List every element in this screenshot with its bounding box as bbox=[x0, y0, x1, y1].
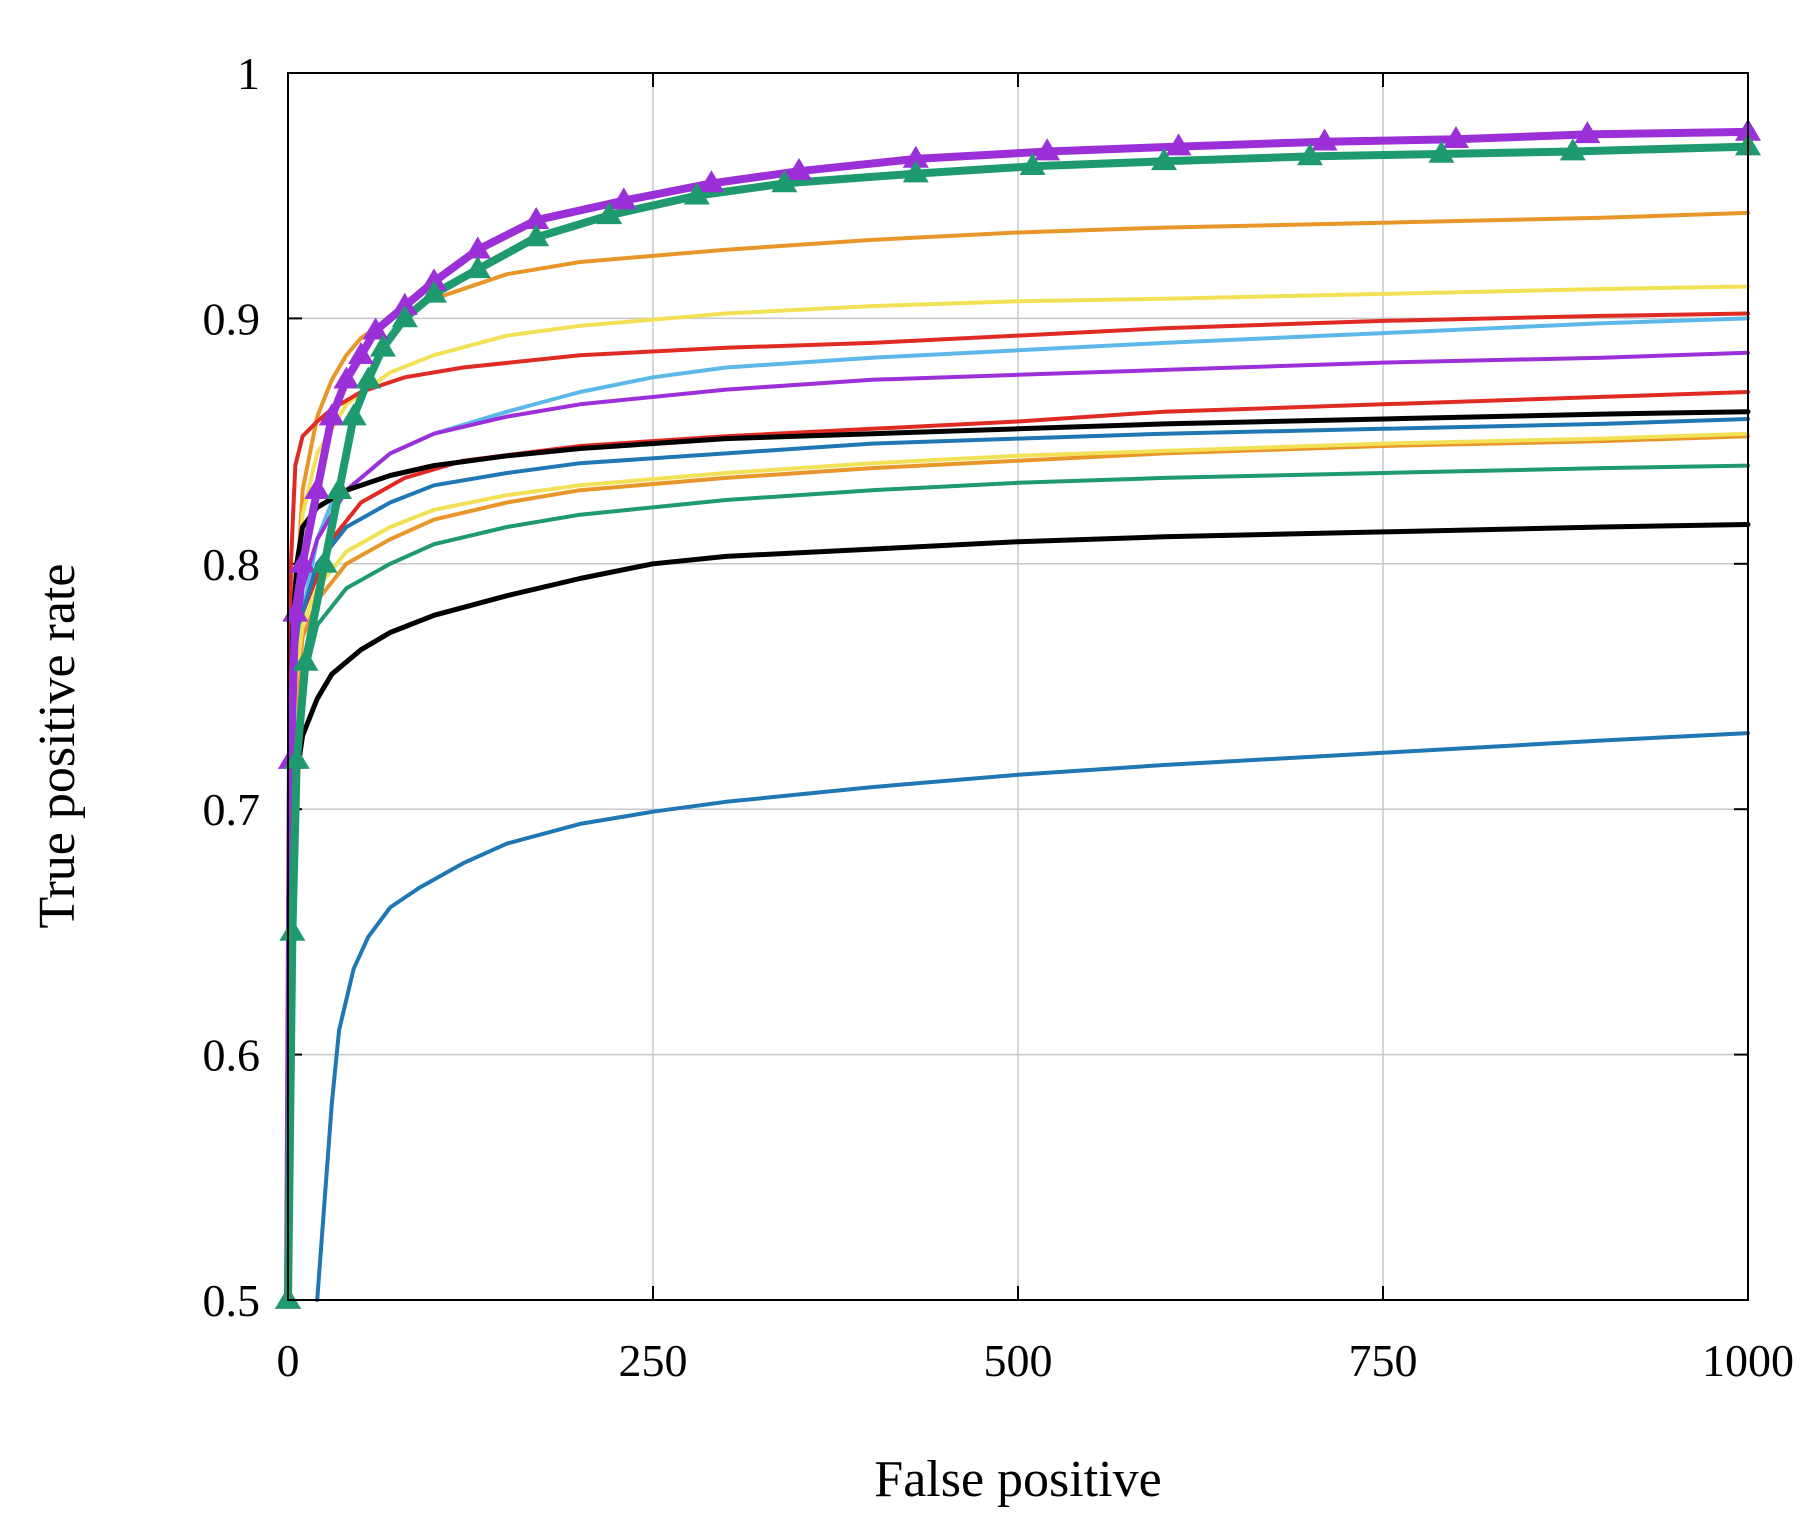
plot-frame bbox=[287, 72, 1749, 1301]
series-line-10 bbox=[286, 417, 1750, 1302]
series-1-marker bbox=[1165, 133, 1192, 156]
x-axis-title: False positive bbox=[874, 1451, 1161, 1508]
series-line-3 bbox=[286, 210, 1750, 1302]
series-line-15 bbox=[315, 731, 1750, 1302]
series-2-marker bbox=[311, 550, 338, 573]
y-tick-label: 0.7 bbox=[203, 784, 261, 835]
series-2-marker bbox=[902, 160, 929, 183]
series-2-marker bbox=[355, 366, 382, 389]
x-tick-label: 500 bbox=[984, 1335, 1053, 1386]
series-1-marker bbox=[786, 157, 812, 180]
series-1-marker bbox=[1034, 138, 1061, 161]
y-tick-label: 0.9 bbox=[203, 293, 261, 344]
series-1-marker bbox=[421, 268, 447, 291]
y-tick-label: 0.6 bbox=[203, 1030, 261, 1081]
y-tick-label: 0.8 bbox=[203, 539, 261, 590]
x-tick-labels: 0 250 500 750 1000 bbox=[277, 1335, 1795, 1386]
series-2-marker bbox=[1019, 153, 1046, 176]
series-1-marker bbox=[698, 170, 725, 193]
x-tick-label: 750 bbox=[1349, 1335, 1418, 1386]
series-1-marker bbox=[362, 317, 389, 340]
series-line-4 bbox=[286, 284, 1750, 1302]
series-line-5 bbox=[286, 311, 1750, 1302]
series-1-marker bbox=[523, 207, 550, 230]
series-1-marker bbox=[304, 476, 331, 499]
series-1-marker bbox=[902, 145, 929, 168]
series-1-marker bbox=[318, 403, 345, 426]
series-2-marker bbox=[283, 746, 310, 769]
series-2-marker bbox=[1559, 138, 1586, 161]
x-tick-label: 0 bbox=[277, 1335, 300, 1386]
series-2-marker bbox=[326, 476, 353, 499]
series-2-marker bbox=[421, 280, 447, 303]
series-1-marker bbox=[391, 292, 418, 315]
y-tick-label: 1 bbox=[237, 48, 260, 99]
series-2-marker bbox=[391, 305, 418, 328]
series-2-marker bbox=[292, 648, 319, 671]
series-1-marker bbox=[348, 342, 374, 365]
x-tick-label: 250 bbox=[619, 1335, 688, 1386]
series-2-marker bbox=[683, 182, 710, 205]
series-1-marker bbox=[610, 187, 637, 210]
series-1-marker bbox=[1311, 128, 1338, 151]
series-2-marker bbox=[1428, 140, 1455, 163]
series-line-9 bbox=[285, 409, 1751, 1303]
series-1-marker bbox=[464, 236, 491, 259]
y-axis-title: True positive rate bbox=[29, 564, 86, 929]
series-1-marker bbox=[1443, 126, 1469, 149]
series-2-marker bbox=[1151, 148, 1177, 171]
series-1-marker bbox=[1574, 121, 1601, 144]
x-tick-label: 1000 bbox=[1702, 1335, 1794, 1386]
series-2-marker bbox=[596, 202, 623, 225]
series-2-marker bbox=[464, 256, 491, 279]
series-2-marker bbox=[771, 170, 798, 193]
series-2-marker bbox=[1297, 143, 1323, 166]
series-line-14 bbox=[285, 522, 1751, 1303]
series-1-marker bbox=[333, 366, 360, 389]
series-line-12 bbox=[286, 431, 1750, 1302]
series-2-marker bbox=[279, 918, 306, 941]
series-2-marker bbox=[523, 224, 550, 247]
series-2-marker bbox=[369, 334, 396, 357]
series-1-marker bbox=[289, 550, 316, 573]
y-tick-label: 0.5 bbox=[203, 1275, 261, 1326]
series-2-marker bbox=[340, 403, 367, 426]
y-tick-labels: 0.5 0.6 0.7 0.8 0.9 1 bbox=[203, 48, 261, 1326]
